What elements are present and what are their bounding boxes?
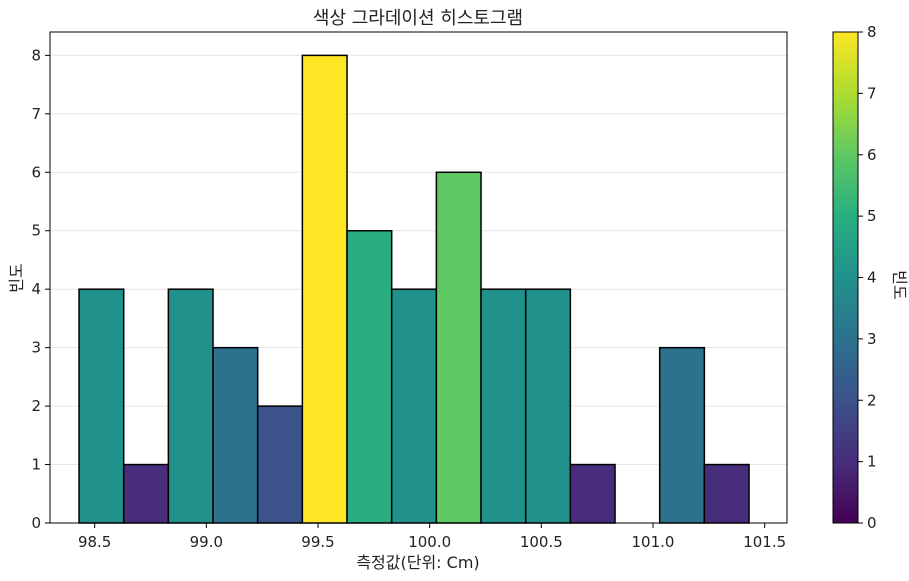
bars: [78, 54, 750, 524]
x-tick-label: 101.0: [632, 533, 675, 551]
colorbar-tick-label: 2: [867, 391, 877, 409]
colorbar-tick-label: 7: [867, 84, 877, 102]
histogram-bar: [301, 54, 348, 524]
histogram-bar: [480, 288, 527, 524]
y-axis-label: 빈도: [7, 263, 26, 292]
colorbar-ticks: 0 1 2 3 4 5 6 7 8: [858, 23, 877, 532]
y-tick-label: 5: [31, 222, 41, 240]
histogram-bar: [524, 288, 572, 524]
colorbar-tick-label: 8: [867, 23, 877, 41]
colorbar-tick-label: 3: [867, 330, 877, 348]
x-tick-label: 98.5: [78, 533, 111, 551]
histogram-bar: [390, 288, 438, 524]
histogram-bar: [122, 463, 170, 524]
histogram-bar: [167, 288, 214, 524]
y-tick-label: 8: [31, 46, 41, 64]
y-tick-label: 7: [31, 105, 41, 123]
histogram-bar: [78, 288, 125, 524]
colorbar-tick-label: 5: [867, 207, 877, 225]
histogram-bar: [212, 346, 259, 524]
x-tick-label: 99.5: [301, 533, 334, 551]
x-tick-label: 100.5: [520, 533, 563, 551]
colorbar-label: 빈도: [890, 270, 909, 299]
colorbar-tick-label: 1: [867, 453, 877, 471]
histogram-bar: [703, 463, 750, 524]
histogram-bar: [346, 229, 393, 524]
histogram-bar: [256, 405, 304, 524]
y-axis-ticks: 0 1 2 3 4 5 6 7 8: [31, 46, 50, 532]
x-axis-ticks: 98.5 99.0 99.5 100.0 100.5 101.0 101.5: [78, 523, 786, 551]
y-tick-label: 1: [31, 456, 41, 474]
y-tick-label: 3: [31, 339, 41, 357]
y-tick-label: 4: [31, 280, 41, 298]
y-tick-label: 6: [31, 163, 41, 181]
chart-title: 색상 그라데이션 히스토그램: [313, 8, 523, 29]
y-tick-label: 0: [31, 514, 41, 532]
colorbar-tick-label: 6: [867, 146, 877, 164]
colorbar: [832, 31, 859, 524]
x-tick-label: 101.5: [743, 533, 786, 551]
histogram-bar: [569, 463, 616, 524]
colorbar-tick-label: 4: [867, 269, 877, 287]
histogram-bar: [435, 171, 482, 524]
histogram-bar: [658, 346, 706, 524]
colorbar-tick-label: 0: [867, 514, 877, 532]
x-tick-label: 99.0: [190, 533, 223, 551]
y-tick-label: 2: [31, 397, 41, 415]
x-axis-label: 측정값(단위: Cm): [356, 553, 479, 572]
plot-frame: [49, 31, 788, 524]
x-tick-label: 100.0: [408, 533, 451, 551]
